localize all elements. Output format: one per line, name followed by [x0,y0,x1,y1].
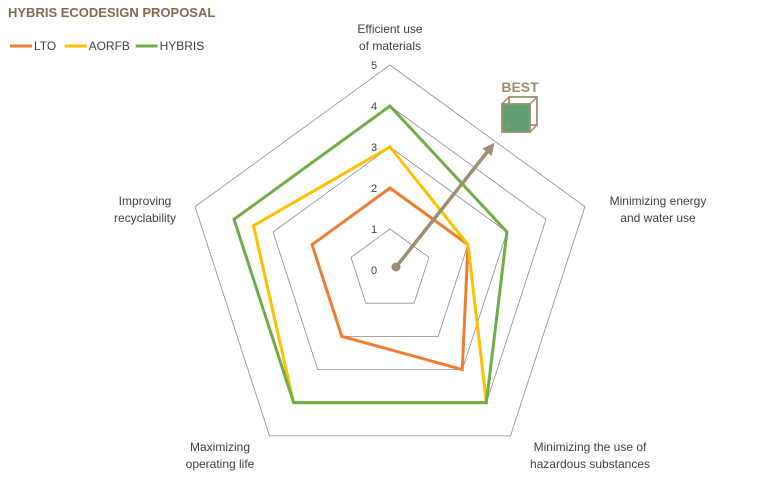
best-cube-edge-1 [529,96,538,105]
tick-label-1: 1 [371,224,377,236]
axis-label-0: Efficient use of materials [357,22,422,53]
axis-label-1: Minimizing energy and water use [610,194,707,225]
best-arrow-head [482,142,495,156]
legend-label-lto: LTO [34,39,56,53]
best-cube-edge-2 [529,124,538,133]
legend: LTO AORFB HYBRIS [10,39,204,53]
grid-ring-4 [233,105,547,404]
axis-labels: Efficient use of materials Minimizing ener… [114,22,706,471]
legend-label-hybris: HYBRIS [160,39,205,53]
chart-series [232,104,509,405]
series-hybris [232,104,509,405]
tick-labels: 0 1 2 3 4 5 [371,60,377,277]
tick-label-5: 5 [371,60,377,72]
tick-label-4: 4 [371,101,377,113]
tick-label-3: 3 [371,142,377,154]
axis-label-2: Minimizing the use of hazardous substance… [530,440,650,471]
series-lto [310,186,470,372]
axis-label-4: Improving recyclability [114,194,176,225]
legend-label-aorfb: AORFB [89,39,130,53]
best-cube-edge-0 [501,96,510,105]
grid-ring-3 [272,146,508,370]
best-annotation: BEST [391,79,539,272]
best-arrow-shaft [394,144,494,269]
axis-label-3: Maximizing operating life [186,440,255,471]
best-cube-edge-3 [501,124,510,133]
best-label: BEST [501,79,539,95]
chart-title: HYBRIS ECODESIGN PROPOSAL [8,5,215,20]
tick-label-2: 2 [371,183,377,195]
best-arrow-origin [391,262,401,272]
grid-ring-1 [350,228,430,304]
tick-label-0: 0 [371,265,377,277]
grid-ring-5 [194,64,586,437]
